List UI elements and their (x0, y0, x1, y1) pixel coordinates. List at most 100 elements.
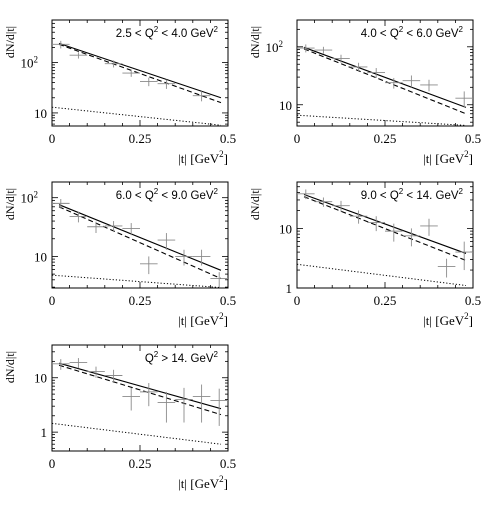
model-curve-dotted (52, 106, 222, 126)
data-point (314, 46, 333, 54)
model-curve-solid (303, 46, 467, 108)
data-point (385, 77, 403, 89)
data-point (157, 233, 176, 250)
data-point (210, 272, 228, 288)
q2-range-label: Q2 > 14. GeV2 (145, 350, 219, 365)
x-tick-label-text: 0 (49, 131, 56, 146)
x-axis-label-close: ] (469, 313, 473, 328)
x-tick-label: 0 (294, 293, 301, 308)
data-point (175, 249, 193, 266)
x-axis-label: |t| [GeV2] (178, 474, 228, 491)
q2-range-pre: 2.5 < Q (116, 28, 154, 40)
q2-range-unit-exp: 2 (459, 25, 464, 34)
x-axis-label: |t| [GeV2] (178, 149, 228, 166)
y-tick-label-base: 10 (21, 56, 34, 71)
x-tick-label: 0.25 (374, 131, 397, 146)
x-axis-label-text: |t| [GeV (178, 151, 220, 166)
y-tick-label-base: 10 (266, 40, 279, 55)
model-curve-dashed (58, 43, 222, 104)
data-point (192, 384, 211, 423)
q2-range-exp: 2 (399, 25, 404, 34)
data-point (385, 223, 403, 242)
model-curve-dashed (58, 364, 222, 416)
q2-range-pre: Q (145, 353, 154, 365)
data-point (297, 44, 315, 53)
data-point (69, 211, 88, 223)
model-curve-dotted (52, 422, 222, 445)
curves (52, 199, 228, 288)
q2-range-unit-exp: 2 (214, 25, 219, 34)
y-axis-label-text: dN/d|t| (248, 188, 262, 220)
q2-range-post: < 9.0 GeV (158, 190, 214, 202)
x-tick-label-text: 0 (49, 456, 56, 471)
y-tick-label-exp: 2 (34, 190, 39, 200)
model-curve-dashed (303, 48, 467, 115)
y-tick-label: 102 (21, 55, 39, 71)
y-tick-label-base: 10 (34, 106, 47, 121)
data-point (314, 197, 333, 207)
q2-range-unit-exp: 2 (214, 350, 219, 359)
x-axis-label-close: ] (224, 313, 228, 328)
x-axis-label: |t| [GeV2] (423, 311, 473, 328)
x-tick-label-text: 0.25 (129, 456, 152, 471)
y-tick-label: 10 (279, 98, 292, 113)
q2-range-label: 4.0 < Q2 < 6.0 GeV2 (361, 25, 464, 40)
model-curve-dashed (58, 206, 222, 280)
data-point (87, 366, 105, 378)
y-tick-label-base: 10 (34, 371, 47, 386)
q2-range-label: 9.0 < Q2 < 14. GeV2 (361, 187, 464, 202)
x-tick-label-text: 0.25 (374, 131, 397, 146)
q2-range-label: 6.0 < Q2 < 9.0 GeV2 (116, 187, 219, 202)
data-point (122, 387, 140, 411)
y-tick-label-base: 10 (279, 98, 292, 113)
x-axis-label-close: ] (224, 476, 228, 491)
data-point (175, 387, 193, 423)
y-tick-label: 10 (34, 371, 47, 386)
y-tick-label: 1 (41, 425, 48, 440)
x-tick-label-text: 0.5 (465, 293, 481, 308)
y-tick-label-base: 1 (41, 425, 48, 440)
q2-range-unit-exp: 2 (459, 187, 464, 196)
model-curve-solid (58, 362, 222, 410)
data-point (420, 79, 438, 92)
y-tick-label: 102 (266, 39, 284, 55)
y-tick-label: 102 (21, 190, 39, 206)
q2-range-exp: 2 (154, 187, 159, 196)
y-tick-label-base: 1 (286, 281, 293, 296)
data-point (402, 228, 421, 247)
data-point (69, 52, 88, 59)
data-point (52, 359, 70, 370)
data-point (52, 40, 70, 49)
data-point (455, 241, 473, 271)
curves (297, 189, 473, 287)
x-tick-label: 0.5 (220, 131, 236, 146)
x-tick-label: 0.25 (374, 293, 397, 308)
data-point (52, 199, 70, 209)
data-point (402, 75, 421, 88)
y-tick-label-base: 10 (34, 249, 47, 264)
x-axis-label-close: ] (469, 151, 473, 166)
q2-range-pre: 4.0 < Q (361, 28, 399, 40)
data-point (104, 60, 123, 68)
data-point (367, 68, 385, 78)
data-point (455, 91, 473, 108)
x-tick-label-text: 0 (294, 131, 301, 146)
x-axis-label-text: |t| [GeV (178, 313, 220, 328)
data-point (87, 221, 105, 234)
y-axis-label-text: dN/d|t| (248, 26, 262, 58)
y-axis-label: dN/d|t| (3, 26, 17, 58)
data-point (367, 216, 385, 232)
q2-range-exp: 2 (154, 25, 159, 34)
data-point (140, 383, 158, 407)
data-point (69, 358, 88, 369)
data-point (349, 62, 368, 72)
model-curve-dashed (303, 196, 467, 261)
model-curve-solid (303, 193, 467, 254)
x-tick-label-text: 0.25 (129, 293, 152, 308)
model-curve-dotted (297, 114, 466, 126)
data-point (332, 54, 350, 63)
data-point (140, 77, 158, 87)
